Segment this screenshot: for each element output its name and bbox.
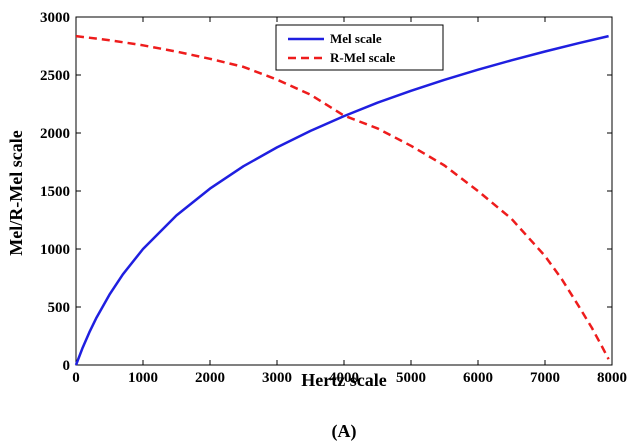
- y-tick-label: 3000: [40, 10, 70, 26]
- x-tick-label: 4000: [329, 370, 359, 386]
- series-layer: [74, 34, 610, 366]
- x-axis-label: Hertz scale: [301, 370, 386, 390]
- y-axis-ticks: 0 500 1000 1500 2000 2500 3000: [40, 10, 612, 374]
- x-axis-ticks: 0 1000 2000 3000 4000 5000 6000 7000 8000: [72, 17, 627, 386]
- y-tick-label: 500: [48, 300, 71, 316]
- x-tick-label: 7000: [530, 370, 560, 386]
- x-tick-label: 5000: [396, 370, 426, 386]
- x-tick-label: 8000: [597, 370, 627, 386]
- x-tick-label: 3000: [262, 370, 292, 386]
- x-tick-label: 2000: [195, 370, 225, 386]
- y-tick-label: 2000: [40, 126, 70, 142]
- legend-entry-label: Mel scale: [330, 31, 382, 46]
- y-tick-label: 1500: [40, 184, 70, 200]
- figure-caption: (A): [332, 421, 357, 442]
- x-tick-label: 6000: [463, 370, 493, 386]
- y-tick-label: 2500: [40, 68, 70, 84]
- x-tick-label: 0: [72, 370, 80, 386]
- series-line-r-mel-scale: [75, 34, 610, 360]
- y-axis-label: Mel/R-Mel scale: [6, 130, 26, 255]
- legend: Mel scale R-Mel scale: [275, 24, 444, 71]
- legend-entry-label: R-Mel scale: [330, 50, 396, 65]
- x-tick-label: 1000: [128, 370, 158, 386]
- y-tick-label: 1000: [40, 242, 70, 258]
- y-tick-label: 0: [63, 358, 71, 374]
- series-line-mel-scale: [74, 34, 609, 366]
- legend-box: [275, 24, 444, 71]
